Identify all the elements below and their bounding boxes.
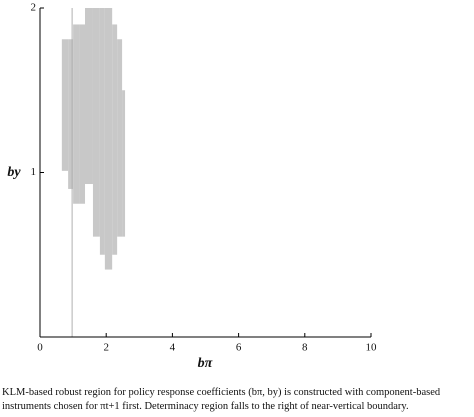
region-block — [122, 90, 126, 237]
x-tick-label: 4 — [170, 342, 176, 354]
region-block — [104, 8, 113, 270]
region-block — [79, 24, 86, 204]
region-block — [85, 8, 93, 185]
x-tick-label: 2 — [103, 342, 109, 354]
y-axis-label: by — [7, 165, 21, 180]
region-block — [73, 24, 80, 204]
region-block — [112, 24, 118, 255]
region-block — [92, 8, 100, 237]
y-tick-label: 2 — [31, 2, 37, 14]
region-block — [68, 39, 74, 189]
x-tick-label: 8 — [302, 342, 308, 354]
caption: KLM-based robust region for policy respo… — [2, 387, 441, 412]
region-block — [117, 39, 123, 237]
region-block — [99, 8, 105, 255]
x-axis-label: bπ — [198, 356, 213, 371]
x-tick-label: 0 — [37, 342, 43, 354]
x-tick-label: 10 — [366, 342, 378, 354]
region-block — [61, 39, 69, 171]
x-tick-label: 6 — [236, 342, 242, 354]
y-tick-label: 1 — [31, 166, 37, 178]
